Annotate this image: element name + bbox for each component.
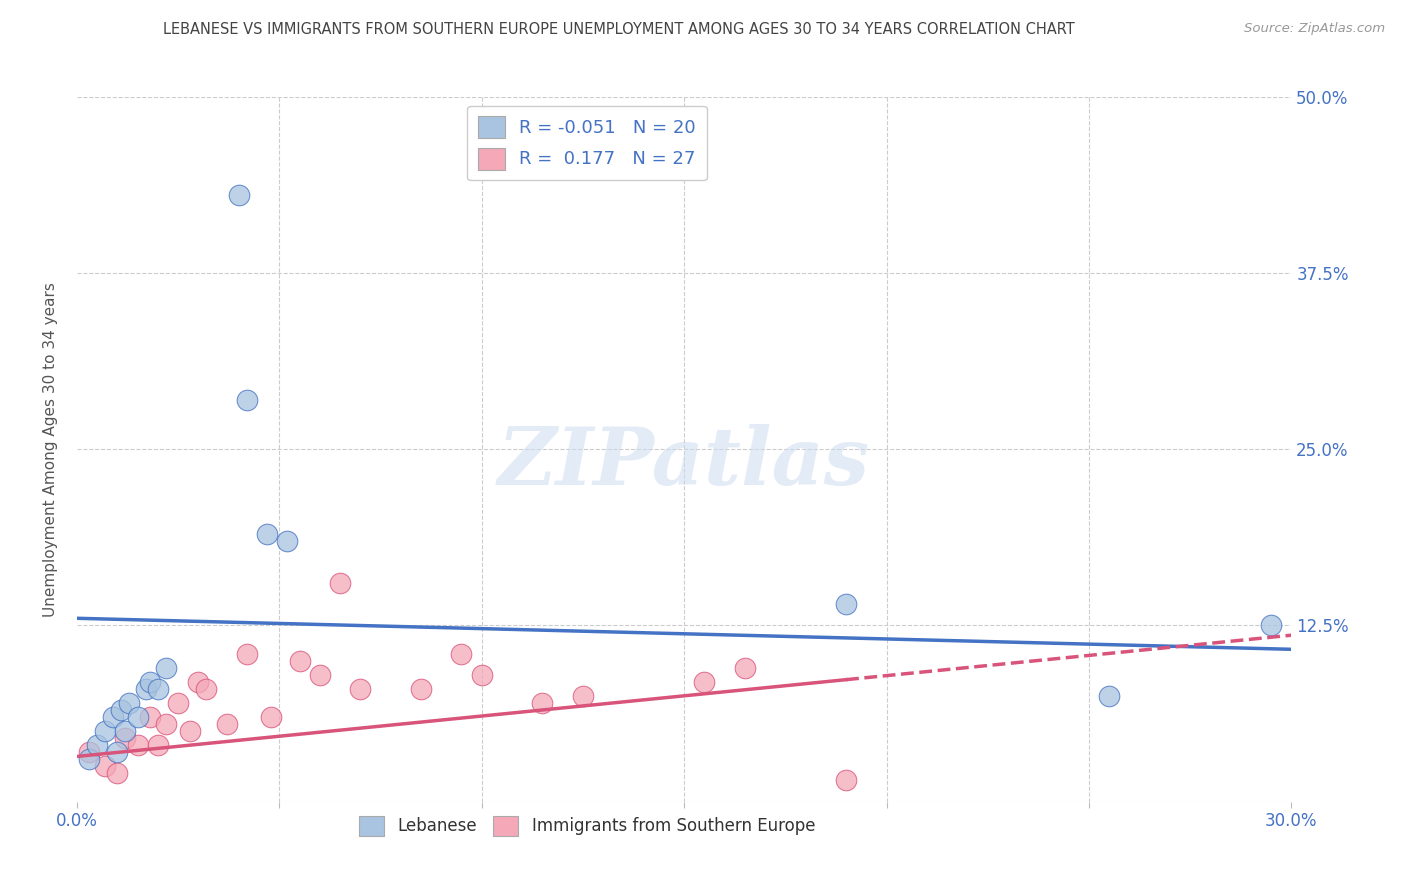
Point	[77, 752, 100, 766]
Point	[135, 681, 157, 696]
Point	[256, 526, 278, 541]
Point	[236, 392, 259, 407]
Point	[105, 766, 128, 780]
Point	[450, 647, 472, 661]
Point	[86, 738, 108, 752]
Point	[179, 724, 201, 739]
Point	[138, 710, 160, 724]
Legend: Lebanese, Immigrants from Southern Europe: Lebanese, Immigrants from Southern Europ…	[352, 809, 823, 843]
Point	[349, 681, 371, 696]
Point	[110, 703, 132, 717]
Point	[127, 710, 149, 724]
Point	[471, 667, 494, 681]
Point	[329, 576, 352, 591]
Point	[835, 597, 858, 611]
Point	[734, 660, 756, 674]
Text: ZIPatlas: ZIPatlas	[498, 425, 870, 502]
Point	[260, 710, 283, 724]
Text: Source: ZipAtlas.com: Source: ZipAtlas.com	[1244, 22, 1385, 36]
Point	[288, 654, 311, 668]
Point	[195, 681, 218, 696]
Point	[228, 188, 250, 202]
Text: LEBANESE VS IMMIGRANTS FROM SOUTHERN EUROPE UNEMPLOYMENT AMONG AGES 30 TO 34 YEA: LEBANESE VS IMMIGRANTS FROM SOUTHERN EUR…	[163, 22, 1074, 37]
Point	[118, 696, 141, 710]
Point	[531, 696, 554, 710]
Point	[236, 647, 259, 661]
Point	[127, 738, 149, 752]
Point	[693, 674, 716, 689]
Point	[215, 717, 238, 731]
Point	[155, 717, 177, 731]
Point	[105, 745, 128, 759]
Point	[138, 674, 160, 689]
Point	[114, 724, 136, 739]
Point	[167, 696, 190, 710]
Point	[187, 674, 209, 689]
Point	[308, 667, 330, 681]
Point	[835, 773, 858, 788]
Point	[1098, 689, 1121, 703]
Point	[1260, 618, 1282, 632]
Point	[114, 731, 136, 745]
Point	[572, 689, 595, 703]
Point	[409, 681, 432, 696]
Point	[94, 759, 117, 773]
Point	[146, 681, 169, 696]
Y-axis label: Unemployment Among Ages 30 to 34 years: Unemployment Among Ages 30 to 34 years	[44, 282, 58, 616]
Point	[94, 724, 117, 739]
Point	[103, 710, 125, 724]
Point	[77, 745, 100, 759]
Point	[276, 533, 298, 548]
Point	[146, 738, 169, 752]
Point	[155, 660, 177, 674]
